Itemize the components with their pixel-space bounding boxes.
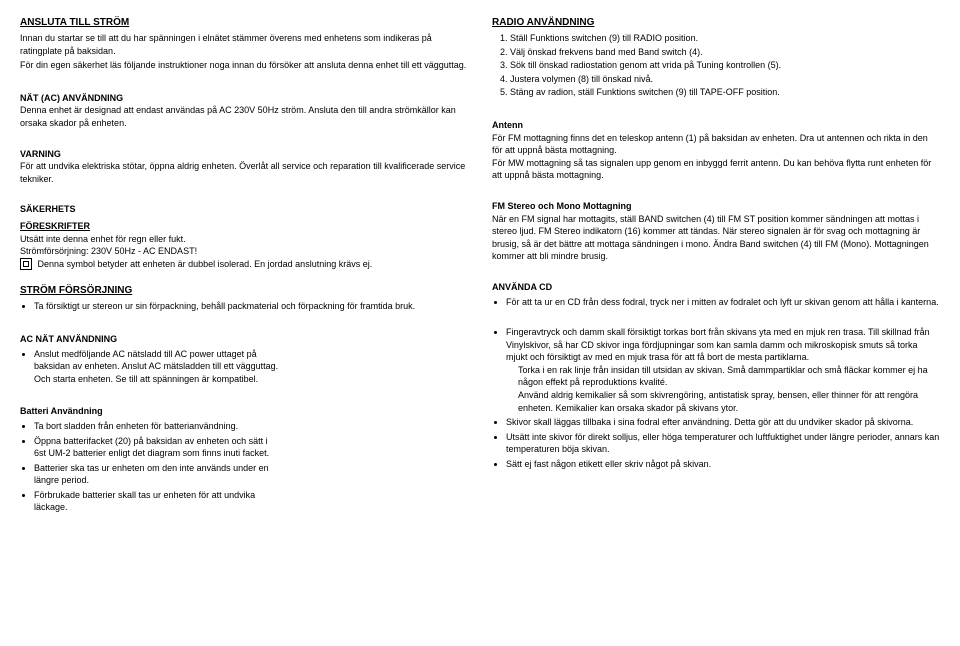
- heading-ac-nat: AC NÄT ANVÄNDNING: [20, 333, 280, 346]
- heading-varning: VARNING: [20, 148, 468, 161]
- heading-radio: RADIO ANVÄNDNING: [492, 16, 940, 30]
- cd-fingerprint-text: Fingeravtryck och damm skall försiktigt …: [506, 327, 930, 362]
- section-cd-care: Fingeravtryck och damm skall försiktigt …: [492, 324, 940, 473]
- section-sakerhets: SÄKERHETS FÖRESKRIFTER Utsätt inte denna…: [20, 199, 468, 270]
- list-item: Sök till önskad radiostation genom att v…: [510, 59, 940, 72]
- cd-wipe-text: Torka i en rak linje från insidan till u…: [506, 364, 940, 389]
- section-strom-forsorjning: STRÖM FÖRSÖRJNING Ta försiktigt ur stere…: [20, 284, 468, 315]
- symbol-text: Denna symbol betyder att enheten är dubb…: [38, 259, 373, 269]
- list-item: Förbrukade batterier skall tas ur enhete…: [34, 489, 280, 514]
- heading-batteri: Batteri Användning: [20, 405, 280, 418]
- list-item: Skivor skall läggas tillbaka i sina fodr…: [506, 416, 940, 429]
- heading-anvanda-cd: ANVÄNDA CD: [492, 281, 940, 294]
- para-fm-stereo: När en FM signal har mottagits, ställ BA…: [492, 213, 940, 263]
- left-column: ANSLUTA TILL STRÖM Innan du startar se t…: [20, 16, 468, 630]
- list-item: Stäng av radion, ställ Funktions switche…: [510, 86, 940, 99]
- double-insulation-icon: [20, 258, 32, 270]
- heading-fm-stereo: FM Stereo och Mono Mottagning: [492, 200, 940, 213]
- list-item: Välj önskad frekvens band med Band switc…: [510, 46, 940, 59]
- para-symbol: Denna symbol betyder att enheten är dubb…: [20, 258, 468, 271]
- section-anvanda-cd: ANVÄNDA CD För att ta ur en CD från dess…: [492, 277, 940, 310]
- list-item: Sätt ej fast någon etikett eller skriv n…: [506, 458, 940, 471]
- heading-sakerhets-2: FÖRESKRIFTER: [20, 220, 468, 233]
- list-item: För att ta ur en CD från dess fodral, tr…: [506, 296, 940, 309]
- list-item: Justera volymen (8) till önskad nivå.: [510, 73, 940, 86]
- list-item: Fingeravtryck och damm skall försiktigt …: [506, 326, 940, 414]
- section-ansluta: ANSLUTA TILL STRÖM Innan du startar se t…: [20, 16, 468, 74]
- section-batteri: Batteri Användning Ta bort sladden från …: [20, 401, 280, 516]
- section-radio: RADIO ANVÄNDNING Ställ Funktions switche…: [492, 16, 940, 101]
- list-item: Utsätt inte skivor för direkt solljus, e…: [506, 431, 940, 456]
- list-item: Öppna batterifacket (20) på baksidan av …: [34, 435, 280, 460]
- para-safety: För din egen säkerhet läs följande instr…: [20, 59, 468, 72]
- list-item: Anslut medföljande AC nätsladd till AC p…: [34, 348, 280, 386]
- list-item: Batterier ska tas ur enheten om den inte…: [34, 462, 280, 487]
- section-varning: VARNING För att undvika elektriska stöta…: [20, 144, 468, 186]
- para-fm-antenn: För FM mottagning finns det en teleskop …: [492, 132, 940, 157]
- right-column: RADIO ANVÄNDNING Ställ Funktions switche…: [492, 16, 940, 630]
- para-fukt: Utsätt inte denna enhet för regn eller f…: [20, 233, 468, 246]
- para-intro: Innan du startar se till att du har spän…: [20, 32, 468, 57]
- section-fm-stereo: FM Stereo och Mono Mottagning När en FM …: [492, 196, 940, 263]
- section-nat-ac: NÄT (AC) ANVÄNDNING Denna enhet är desig…: [20, 88, 468, 130]
- para-strom-spec: Strömförsörjning: 230V 50Hz - AC ENDAST!: [20, 245, 468, 258]
- heading-ansluta: ANSLUTA TILL STRÖM: [20, 16, 468, 30]
- heading-antenn: Antenn: [492, 119, 940, 132]
- cd-chem-text: Använd aldrig kemikalier så som skivreng…: [506, 389, 940, 414]
- list-item: Ta försiktigt ur stereon ur sin förpackn…: [34, 300, 468, 313]
- list-item: Ställ Funktions switchen (9) till RADIO …: [510, 32, 940, 45]
- heading-strom-forsorjning: STRÖM FÖRSÖRJNING: [20, 284, 468, 298]
- section-antenn: Antenn För FM mottagning finns det en te…: [492, 115, 940, 182]
- para-mw-antenn: För MW mottagning så tas signalen upp ge…: [492, 157, 940, 182]
- para-ac-design: Denna enhet är designad att endast använ…: [20, 104, 468, 129]
- para-varning: För att undvika elektriska stötar, öppna…: [20, 160, 468, 185]
- section-ac-nat: AC NÄT ANVÄNDNING Anslut medföljande AC …: [20, 329, 280, 387]
- list-item: Ta bort sladden från enheten för batteri…: [34, 420, 280, 433]
- heading-nat-ac: NÄT (AC) ANVÄNDNING: [20, 92, 468, 105]
- heading-sakerhets-1: SÄKERHETS: [20, 203, 468, 216]
